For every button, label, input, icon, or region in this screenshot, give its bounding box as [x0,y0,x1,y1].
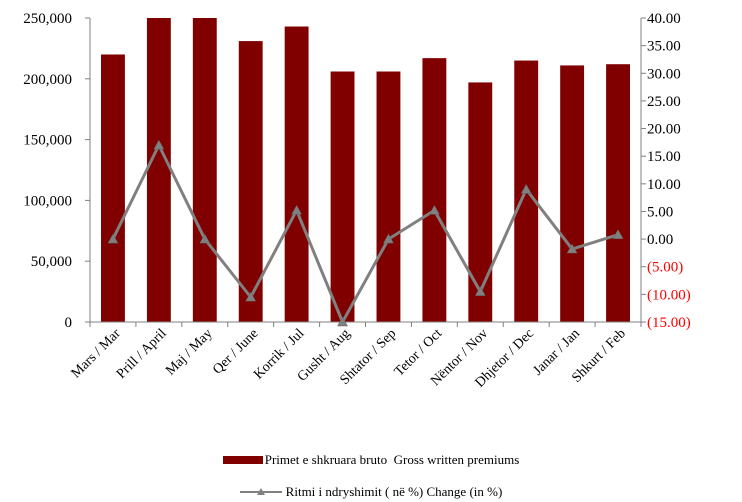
legend-bar-swatch [222,456,263,464]
change-line-series [107,139,624,327]
change-marker [291,204,303,215]
change-marker [474,286,486,296]
legend-label-premiums: Primet e shkruara bruto Gross written pr… [264,452,520,467]
change-line [111,143,619,324]
premium-bar [376,71,401,322]
right-tick-label: 10.00 [647,177,681,193]
premium-bar [606,64,630,322]
left-axis-ticks: 0 50,000 100,000 150,000 200,000 250,000 [23,11,90,331]
right-axis-ticks: (15.00) (10.00) (5.00) 0.00 5.00 10.00 15.00 20… [641,11,691,331]
premium-bar [101,54,125,322]
premium-bar [468,82,493,322]
x-category-label: Prill / April [114,326,170,382]
right-tick-label: 5.00 [647,204,673,220]
premium-bar [422,58,447,323]
right-tick-label: 0.00 [647,232,673,248]
change-marker [428,204,440,215]
premium-bar [238,41,263,322]
premium-bar [330,71,355,322]
right-tick-label: 35.00 [647,39,681,55]
right-tick-label: 15.00 [647,149,681,165]
left-tick-label: 200,000 [23,72,72,88]
change-marker [520,183,532,194]
premium-bars [101,18,630,323]
change-marker [107,233,119,244]
left-tick-label: 50,000 [31,254,72,270]
right-tick-label: 20.00 [647,122,681,138]
change-marker [153,139,165,150]
x-axis-ticks [89,322,642,327]
left-tick-label: 0 [65,315,73,331]
change-marker [383,233,394,244]
left-tick-label: 100,000 [23,193,72,209]
left-tick-label: 250,000 [23,11,72,27]
right-tick-label: 25.00 [647,94,681,110]
right-tick-label: (15.00) [647,315,691,331]
premium-bar [284,26,309,323]
legend-label-change: Ritmi i ndryshimit ( në %) Change (in %) [285,484,503,499]
left-tick-label: 150,000 [23,133,72,149]
legend-item-change: Ritmi i ndryshimit ( në %) Change (in %) [0,484,742,500]
x-category-label: Maj / May [163,326,215,378]
right-tick-label: 40.00 [647,11,681,27]
change-marker [612,229,624,239]
premium-bar [146,18,171,322]
change-marker [245,291,257,302]
change-marker [337,316,348,327]
right-tick-label: (10.00) [647,287,691,303]
premium-bar [560,65,585,322]
change-marker [199,233,211,244]
right-tick-label: (5.00) [647,260,683,276]
premium-bar [192,18,217,322]
legend-item-premiums: Primet e shkruara bruto Gross written pr… [0,452,742,468]
legend-line-swatch [239,488,282,495]
change-marker [566,243,578,254]
right-tick-label: 30.00 [647,66,681,82]
